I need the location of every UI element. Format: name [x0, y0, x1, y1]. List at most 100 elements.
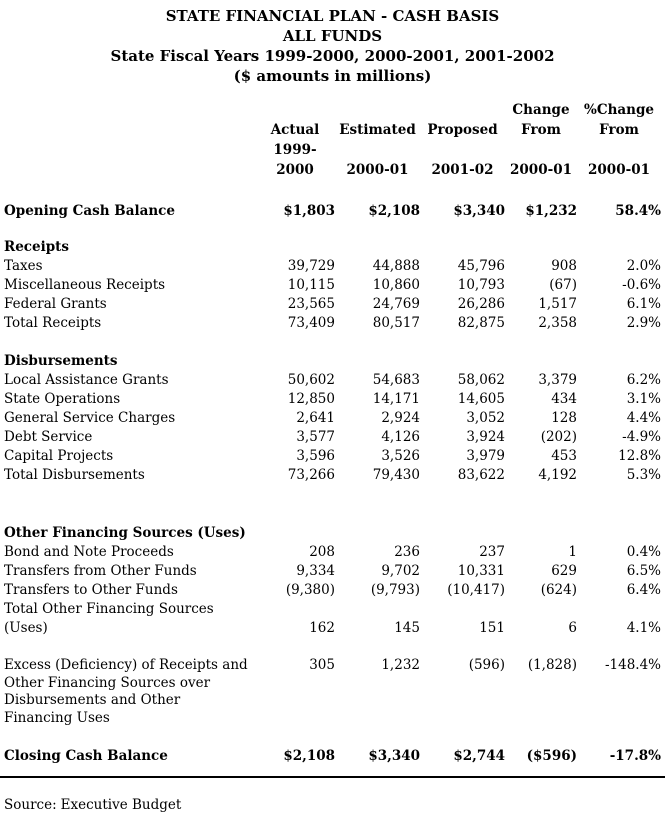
value-actual: 2,641: [296, 410, 335, 426]
value-pct-change: 6.5%: [626, 563, 661, 579]
value-change: 2,358: [538, 315, 577, 331]
row-miscellaneous-receipts: Miscellaneous Receipts 10,115 10,860 10,…: [4, 276, 661, 295]
value-estimated: 79,430: [372, 467, 420, 483]
section-header-disbursements: Disbursements: [4, 352, 661, 371]
value-estimated: $3,340: [368, 748, 420, 764]
value-proposed: 237: [479, 544, 505, 560]
header-cell-from: From: [521, 122, 561, 138]
header-cell-year: 2001-02: [431, 162, 494, 178]
header-cell-proposed: Proposed: [427, 122, 498, 138]
value-change: (1,828): [527, 657, 577, 673]
value-estimated: 80,517: [372, 315, 420, 331]
row-label: Total Receipts: [4, 315, 102, 331]
value-estimated: 145: [394, 620, 420, 636]
row-capital-projects: Capital Projects 3,596 3,526 3,979 453 1…: [4, 447, 661, 466]
section-label: Disbursements: [4, 353, 118, 369]
value-actual: 23,565: [287, 296, 335, 312]
value-estimated: 14,171: [372, 391, 420, 407]
value-proposed: 151: [479, 620, 505, 636]
value-actual: 305: [309, 657, 335, 673]
value-actual: 50,602: [287, 372, 335, 388]
row-opening-cash-balance: Opening Cash Balance $1,803 $2,108 $3,34…: [4, 202, 661, 221]
row-total-receipts: Total Receipts 73,409 80,517 82,875 2,35…: [4, 314, 661, 333]
value-estimated: 1,232: [381, 657, 420, 673]
value-change: 434: [551, 391, 577, 407]
value-estimated: 236: [394, 544, 420, 560]
spacer-row: [4, 638, 661, 657]
value-actual: 3,577: [296, 429, 335, 445]
value-proposed: (596): [468, 657, 505, 673]
row-label: Transfers from Other Funds: [4, 563, 197, 579]
header-cell-empty: [255, 100, 335, 120]
value-proposed: 83,622: [457, 467, 505, 483]
row-debt-service: Debt Service 3,577 4,126 3,924 (202) -4.…: [4, 428, 661, 447]
value-proposed: (10,417): [447, 582, 505, 598]
value-actual: $2,108: [283, 748, 335, 764]
value-pct-change: 12.8%: [618, 448, 661, 464]
row-state-operations: State Operations 12,850 14,171 14,605 43…: [4, 390, 661, 409]
value-estimated: 10,860: [372, 277, 420, 293]
value-change: ($596): [526, 748, 577, 764]
report-title-line4: ($ amounts in millions): [233, 67, 432, 85]
value-pct-change: 0.4%: [626, 544, 661, 560]
value-proposed: $3,340: [453, 203, 505, 219]
document-page: STATE FINANCIAL PLAN - CASH BASIS ALL FU…: [0, 7, 665, 813]
row-closing-cash-balance: Closing Cash Balance $2,108 $3,340 $2,74…: [4, 747, 661, 766]
row-transfers-to-other-funds: Transfers to Other Funds (9,380) (9,793)…: [4, 581, 661, 600]
row-federal-grants: Federal Grants 23,565 24,769 26,286 1,51…: [4, 295, 661, 314]
value-actual: (9,380): [285, 582, 335, 598]
spacer-row: [4, 333, 661, 352]
row-label: Excess (Deficiency) of Receipts and Othe…: [4, 657, 255, 727]
row-general-service-charges: General Service Charges 2,641 2,924 3,05…: [4, 409, 661, 428]
row-total-disbursements: Total Disbursements 73,266 79,430 83,622…: [4, 466, 661, 485]
row-label: Capital Projects: [4, 448, 114, 464]
value-proposed: 26,286: [457, 296, 505, 312]
value-pct-change: 6.2%: [626, 372, 661, 388]
row-label: Total Other Financing Sources (Uses): [4, 601, 214, 636]
row-label: General Service Charges: [4, 410, 176, 426]
header-cell-actual: Actual: [270, 122, 320, 138]
value-change: 453: [551, 448, 577, 464]
section-label: Receipts: [4, 239, 70, 255]
report-title-line2: ALL FUNDS: [282, 27, 383, 45]
value-change: 1: [568, 544, 577, 560]
value-change: 4,192: [538, 467, 577, 483]
value-actual: 73,266: [287, 467, 335, 483]
spacer-row: [4, 766, 661, 796]
source-label: Source:: [4, 797, 57, 813]
header-row-2: Actual Estimated Proposed From From: [4, 120, 661, 140]
spacer-row: [4, 485, 661, 524]
value-actual: $1,803: [283, 203, 335, 219]
value-change: 629: [551, 563, 577, 579]
value-pct-change: 4.4%: [626, 410, 661, 426]
value-proposed: 82,875: [457, 315, 505, 331]
value-proposed: 10,793: [457, 277, 505, 293]
value-change: 3,379: [538, 372, 577, 388]
value-actual: 162: [309, 620, 335, 636]
value-proposed: $2,744: [453, 748, 505, 764]
row-excess-deficiency: Excess (Deficiency) of Receipts and Othe…: [4, 657, 661, 727]
row-label: Debt Service: [4, 429, 93, 445]
value-estimated: 9,702: [381, 563, 420, 579]
row-label: Taxes: [4, 258, 43, 274]
header-cell-year: 2000-01: [510, 162, 572, 178]
row-label: Total Disbursements: [4, 467, 145, 483]
value-estimated: 44,888: [372, 258, 420, 274]
value-actual: 12,850: [287, 391, 335, 407]
value-estimated: 54,683: [372, 372, 420, 388]
value-proposed: 58,062: [457, 372, 505, 388]
value-change: (202): [540, 429, 577, 445]
row-label: State Operations: [4, 391, 121, 407]
row-label: Transfers to Other Funds: [4, 582, 178, 598]
value-pct-change: 6.4%: [626, 582, 661, 598]
value-actual: 39,729: [287, 258, 335, 274]
header-cell-estimated: Estimated: [339, 122, 416, 138]
value-proposed: 3,924: [466, 429, 505, 445]
value-estimated: $2,108: [368, 203, 420, 219]
value-pct-change: 2.9%: [626, 315, 661, 331]
header-cell-from: From: [599, 122, 639, 138]
value-actual: 3,596: [296, 448, 335, 464]
row-local-assistance-grants: Local Assistance Grants 50,602 54,683 58…: [4, 371, 661, 390]
value-pct-change: -148.4%: [604, 657, 661, 673]
row-total-other-financing-sources: Total Other Financing Sources (Uses) 162…: [4, 600, 661, 638]
